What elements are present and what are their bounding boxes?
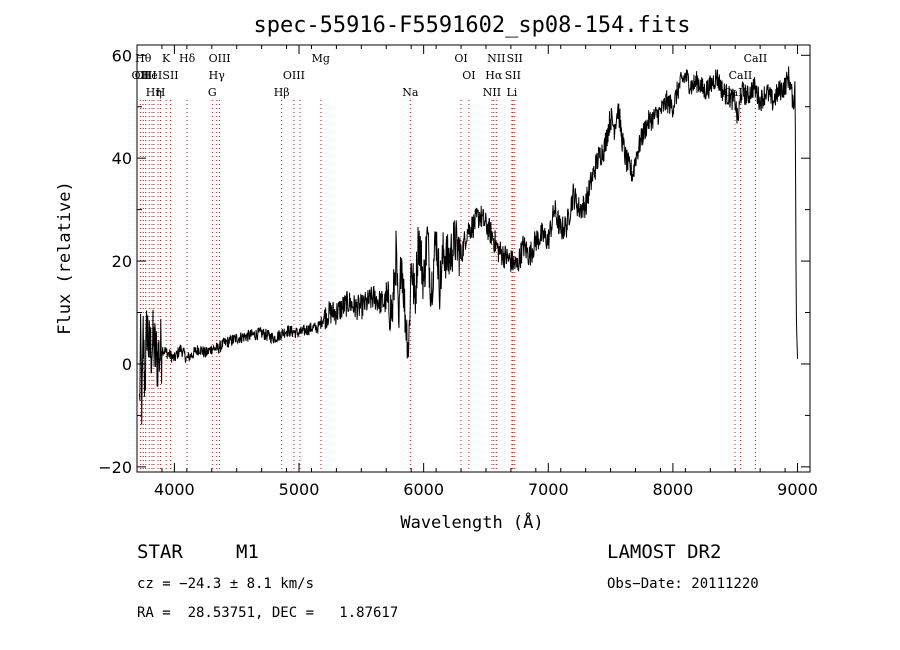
line-label: Hα (485, 69, 503, 82)
line-label: HeI (142, 69, 162, 82)
line-label: CaII (744, 52, 768, 65)
line-label: H (156, 86, 166, 99)
x-tick-label: 8000 (653, 480, 694, 499)
line-label: OI (462, 69, 475, 82)
spectral-line-markers: OIIHθOIIIHeIHηHKSIIHδGHγOIIIHβOIIIMgNaOI… (132, 52, 768, 472)
line-label: Hδ (179, 52, 196, 65)
y-tick-label: 0 (122, 355, 132, 374)
line-label: K (162, 52, 171, 65)
line-label: SII (507, 52, 523, 65)
line-label: SII (162, 69, 178, 82)
line-label: Hγ (209, 69, 226, 82)
line-label: G (208, 86, 217, 99)
x-tick-label: 5000 (279, 480, 320, 499)
line-label: OIII (283, 69, 305, 82)
line-label: NII (487, 52, 505, 65)
line-label: Hθ (135, 52, 152, 65)
y-tick-label: 40 (112, 149, 132, 168)
x-tick-label: 4000 (154, 480, 195, 499)
line-label: OIII (135, 69, 157, 82)
x-tick-label: 6000 (403, 480, 444, 499)
line-label: Na (402, 86, 419, 99)
object-subclass: M1 (236, 541, 259, 563)
line-label: Hβ (274, 86, 290, 99)
line-label: OI (454, 52, 467, 65)
y-tick-label: 20 (112, 252, 132, 271)
line-label: OII (132, 69, 150, 82)
plot-frame (136, 44, 811, 473)
line-label: NII (483, 86, 501, 99)
line-label: Mg (312, 52, 330, 65)
axes: 4000 5000 6000 7000 8000 9000 −20 0 20 40 60 (98, 45, 818, 499)
y-tick-label: 60 (112, 46, 132, 65)
x-tick-label: 9000 (777, 480, 818, 499)
coordinates: RA = 28.53751, DEC = 1.87617 (137, 605, 399, 621)
line-label: CaII (729, 69, 753, 82)
y-axis-label: Flux (relative) (55, 181, 75, 335)
line-label: Hη (146, 86, 162, 99)
chart-title: spec-55916-F5591602_sp08-154.fits (253, 13, 690, 38)
object-class: STAR (137, 541, 183, 563)
line-label: Li (506, 86, 517, 99)
line-label: OIII (209, 52, 231, 65)
line-label: SII (505, 69, 521, 82)
spectrum-line (139, 66, 798, 425)
observation-date: Obs−Date: 20111220 (607, 576, 759, 592)
survey-name: LAMOST DR2 (607, 541, 722, 563)
x-tick-label: 7000 (528, 480, 569, 499)
x-axis-label: Wavelength (Å) (400, 511, 543, 533)
redshift-velocity: cz = −24.3 ± 8.1 km/s (137, 576, 315, 592)
y-tick-label: −20 (98, 458, 132, 477)
